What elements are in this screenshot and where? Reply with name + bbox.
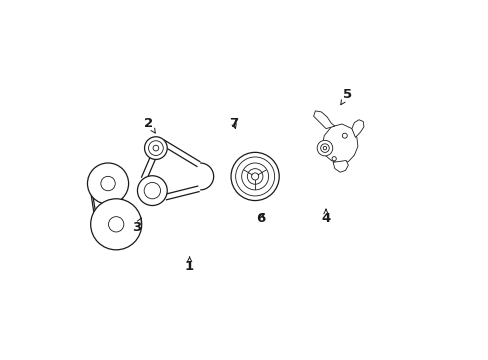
Text: 7: 7 [229,117,238,130]
Circle shape [144,183,160,199]
Circle shape [323,147,326,150]
Text: 6: 6 [255,212,264,225]
Circle shape [90,199,142,250]
Polygon shape [313,111,334,129]
Circle shape [101,176,115,191]
Text: 5: 5 [340,89,351,105]
Polygon shape [322,124,357,164]
Circle shape [317,140,332,156]
Circle shape [331,157,336,161]
Circle shape [247,168,263,184]
Circle shape [241,163,268,190]
Circle shape [342,133,346,138]
Circle shape [144,137,167,159]
Polygon shape [332,161,347,172]
Text: 2: 2 [144,117,155,133]
Text: 3: 3 [131,218,141,234]
Circle shape [137,176,167,206]
Text: 4: 4 [321,209,330,225]
Circle shape [320,144,328,152]
Circle shape [235,157,274,196]
Circle shape [230,152,279,201]
Circle shape [251,173,258,180]
Circle shape [148,141,163,156]
Circle shape [108,217,123,232]
Polygon shape [351,120,363,138]
Circle shape [87,163,128,204]
Circle shape [153,145,159,151]
Text: 1: 1 [184,257,194,273]
